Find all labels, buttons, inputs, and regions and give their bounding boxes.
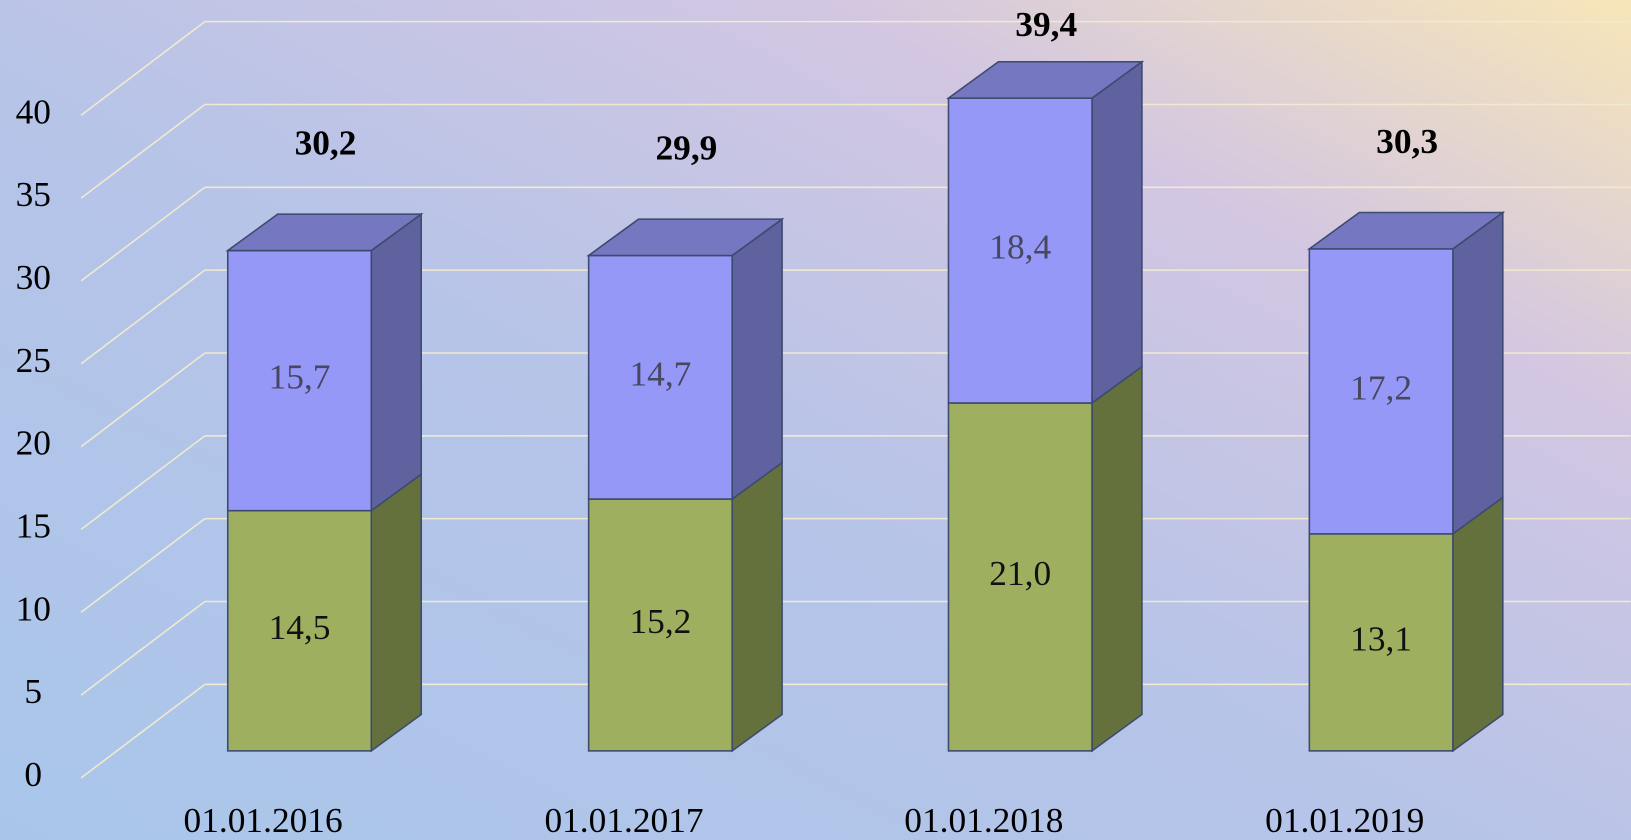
x-tick-label: 01.01.2019 [1265,800,1424,840]
y-tick-label: 0 [24,754,42,794]
total-label: 30,2 [295,123,357,163]
bar-side-face [371,214,421,511]
y-tick-label: 20 [16,423,51,463]
value-label: 17,2 [1350,367,1412,407]
bar-side-face [371,474,421,751]
bar-side-face [1453,212,1503,533]
total-label: 39,4 [1015,4,1077,44]
page: 0 5 10 15 20 25 30 35 40 14,5 15,7 30,2 01.01.2016 15… [0,0,1631,840]
value-label: 18,4 [989,227,1051,267]
total-label: 30,3 [1376,121,1438,161]
value-label: 13,1 [1350,618,1412,658]
bar-side-face [732,463,782,751]
value-label: 14,5 [269,607,331,647]
total-label: 29,9 [655,128,717,168]
y-tick-label: 10 [16,588,51,628]
y-tick-label: 40 [16,91,51,131]
value-label: 15,7 [269,357,331,397]
y-tick-label: 5 [24,671,42,711]
y-tick-label: 15 [16,506,51,546]
bar-side-face [1453,497,1503,750]
value-label: 15,2 [629,601,691,641]
y-tick-label: 30 [16,257,51,297]
value-label: 21,0 [989,553,1051,593]
x-tick-label: 01.01.2018 [904,800,1063,840]
bar-side-face [1092,62,1142,403]
y-tick-label: 25 [16,340,51,380]
bar-side-face [1092,367,1142,751]
chart: 0 5 10 15 20 25 30 35 40 14,5 15,7 30,2 01.01.2016 15… [0,0,1631,840]
bar-side-face [732,219,782,499]
value-label: 14,7 [629,353,691,393]
x-tick-label: 01.01.2017 [544,800,703,840]
x-tick-label: 01.01.2016 [184,800,343,840]
y-tick-label: 35 [16,174,51,214]
